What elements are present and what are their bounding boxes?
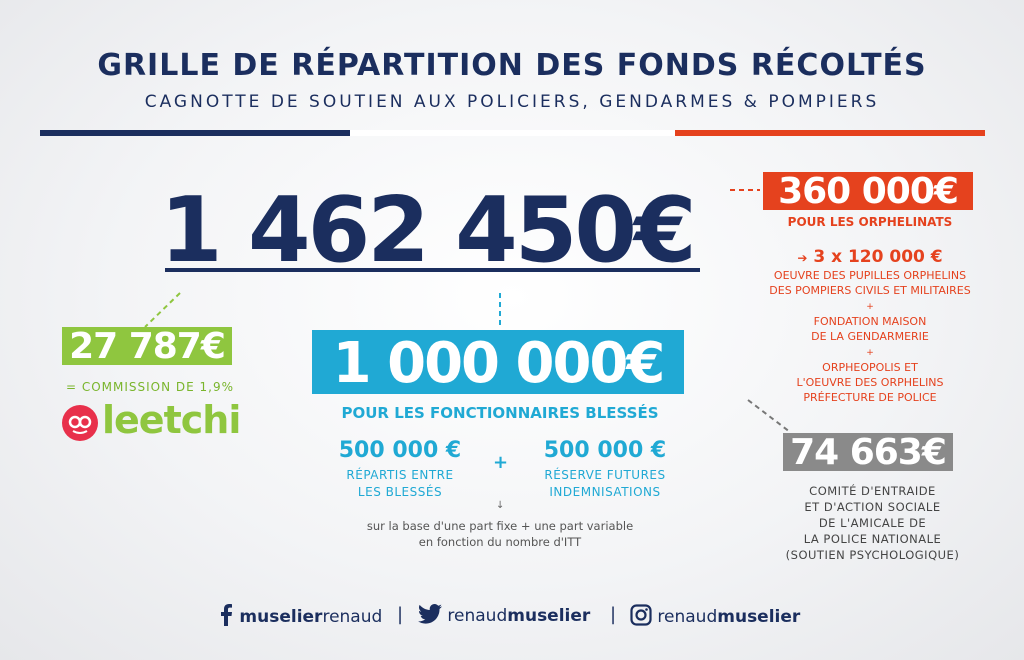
beneficiary-2-line2: DE LA GENDARMERIE — [811, 330, 929, 343]
connector-green — [144, 292, 181, 328]
beneficiary-2-line1: FONDATION MAISON — [813, 315, 927, 328]
comite-line3: DE L'AMICALE DE — [818, 516, 927, 530]
leetchi-logo-text: leetchi — [102, 398, 241, 442]
fonctionnaires-amount: 1 000 000€ — [312, 330, 684, 396]
flag-stripe-red — [675, 130, 985, 136]
page-title: GRILLE DE RÉPARTITION DES FONDS RÉCOLTÉS — [97, 48, 927, 83]
fonctionnaires-note: sur la base d'une part fixe + une part v… — [340, 518, 660, 550]
commission-amount: 27 787€ — [62, 327, 232, 367]
comite-line2: ET D'ACTION SOCIALE — [804, 500, 941, 514]
comite-amount: 74 663€ — [783, 433, 953, 473]
orphelinats-split: ➔ 3 x 120 000 € — [740, 247, 1000, 267]
footer-separator-1: | — [397, 604, 404, 625]
left-split-line2: LES BLESSÉS — [357, 485, 443, 499]
orphelinats-plus-1: + — [866, 302, 874, 312]
beneficiary-3-line3: PRÉFECTURE DE POLICE — [803, 391, 937, 404]
twitter-handle-bold: muselier — [507, 606, 591, 626]
beneficiary-3-line1: ORPHEOPOLIS ET — [822, 361, 918, 374]
beneficiary-1-line1: OEUVRE DES PUPILLES ORPHELINS — [773, 269, 967, 282]
orphelinats-split-text: 3 x 120 000 € — [813, 247, 943, 267]
facebook-handle[interactable]: muselierrenaud — [218, 604, 382, 627]
instagram-icon — [630, 604, 657, 627]
orphelinats-plus-2: + — [866, 348, 874, 358]
arrow-right-icon: ➔ — [797, 251, 808, 265]
note-line2: en fonction du nombre d'ITT — [418, 535, 582, 549]
facebook-icon — [218, 604, 239, 627]
page-subtitle: CAGNOTTE DE SOUTIEN AUX POLICIERS, GENDA… — [144, 92, 880, 112]
right-split-line1: RÉSERVE FUTURES — [544, 468, 666, 482]
note-line1: sur la base d'une part fixe + une part v… — [366, 519, 634, 533]
comite-line5: (SOUTIEN PSYCHOLOGIQUE) — [785, 548, 960, 562]
instagram-handle[interactable]: renaudmuselier — [630, 604, 800, 627]
right-split-line2: INDEMNISATIONS — [549, 485, 661, 499]
comite-line1: COMITÉ D'ENTRAIDE — [809, 484, 936, 498]
instagram-handle-bold: muselier — [717, 607, 801, 627]
total-underline — [165, 268, 700, 272]
facebook-handle-bold: muselier — [239, 607, 323, 627]
orphelinats-amount: 360 000€ — [763, 172, 973, 212]
arrow-down-icon: ↓ — [496, 500, 505, 511]
twitter-icon — [418, 604, 447, 626]
left-split-amount: 500 000 € — [338, 438, 462, 463]
flag-stripe-white — [350, 130, 675, 136]
split-plus: + — [493, 452, 509, 473]
footer-separator-2: | — [610, 604, 617, 625]
twitter-handle-regular: renaud — [447, 606, 508, 626]
commission-label: = COMMISSION DE 1,9% — [65, 380, 235, 394]
beneficiary-1-line2: DES POMPIERS CIVILS ET MILITAIRES — [769, 284, 971, 297]
instagram-handle-regular: renaud — [657, 607, 718, 627]
total-amount: 1 462 450€ — [160, 178, 697, 283]
right-split-amount: 500 000 € — [543, 438, 667, 463]
comite-description: COMITÉ D'ENTRAIDE ET D'ACTION SOCIALE DE… — [755, 483, 990, 563]
orphelinats-label: POUR LES ORPHELINATS — [787, 215, 953, 229]
leetchi-logo-icon — [62, 405, 98, 441]
flag-stripe-blue — [40, 130, 350, 136]
beneficiary-3-line2: L'OEUVRE DES ORPHELINS — [796, 376, 944, 389]
left-split-line1: RÉPARTIS ENTRE — [346, 468, 454, 482]
comite-line4: LA POLICE NATIONALE — [803, 532, 942, 546]
fonctionnaires-label: POUR LES FONCTIONNAIRES BLESSÉS — [341, 404, 659, 422]
twitter-handle[interactable]: renaudmuselier — [418, 604, 590, 626]
facebook-handle-regular: renaud — [322, 607, 383, 627]
